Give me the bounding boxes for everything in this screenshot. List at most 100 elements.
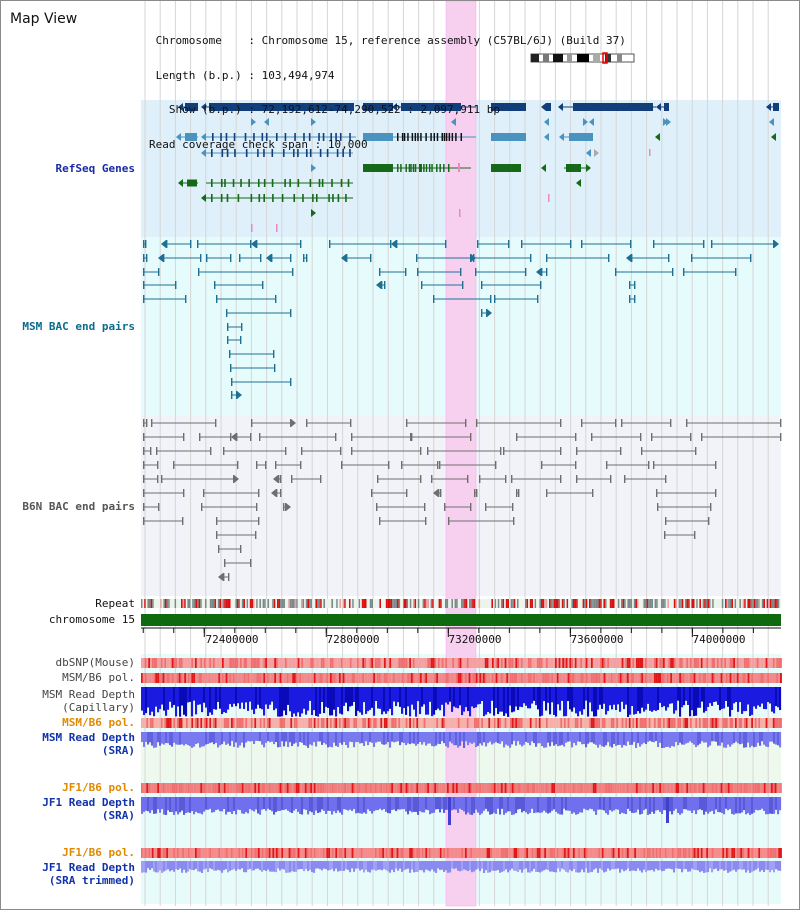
repeat-mark	[320, 599, 322, 608]
read-depth-bar	[151, 732, 154, 746]
polymorphism-mark	[580, 673, 583, 683]
polymorphism-mark	[470, 783, 473, 793]
polymorphism-mark	[349, 718, 352, 728]
repeat-mark	[672, 599, 674, 608]
polymorphism-mark	[279, 718, 282, 728]
polymorphism-mark	[605, 658, 608, 668]
polymorphism-mark	[184, 848, 187, 858]
polymorphism-mark	[162, 673, 165, 683]
polymorphism-mark	[634, 783, 637, 793]
read-depth-bar	[183, 732, 186, 746]
read-depth-bar	[499, 797, 502, 815]
read-depth-bar	[603, 797, 606, 811]
polymorphism-mark	[639, 718, 642, 728]
polymorphism-mark	[214, 718, 217, 728]
polymorphism-mark	[196, 783, 199, 793]
read-depth-bar	[513, 732, 516, 741]
read-depth-bar	[337, 797, 340, 811]
repeat-mark	[277, 599, 279, 608]
bac-end	[240, 545, 242, 553]
gene-strand-arrow	[178, 103, 183, 111]
read-depth-bar	[453, 797, 456, 810]
polymorphism-mark	[376, 658, 379, 668]
read-depth-bar	[173, 861, 176, 872]
polymorphism-mark	[272, 658, 275, 668]
polymorphism-mark	[177, 658, 179, 668]
read-depth-bar	[683, 687, 686, 706]
bac-end	[198, 268, 200, 276]
read-depth-bar	[759, 861, 762, 872]
read-depth-bar	[431, 732, 434, 747]
gene-exon	[226, 149, 229, 157]
gene-exon	[423, 164, 425, 172]
polymorphism-mark	[733, 673, 736, 683]
gene-exon	[185, 103, 198, 111]
polymorphism-mark	[254, 848, 257, 858]
read-depth-bar	[373, 797, 376, 812]
polymorphism-mark	[780, 658, 782, 668]
read-depth-bar	[319, 732, 322, 742]
polymorphism-mark	[661, 848, 664, 858]
repeat-mark	[646, 599, 649, 608]
polymorphism-mark	[245, 783, 248, 793]
polymorphism-mark	[180, 658, 183, 668]
read-depth-bar	[599, 797, 602, 810]
polymorphism-mark	[614, 848, 617, 858]
read-depth-bar	[395, 687, 398, 707]
polymorphism-mark	[360, 848, 363, 858]
polymorphism-mark	[697, 848, 700, 858]
polymorphism-mark	[187, 848, 190, 858]
read-depth-bar	[477, 797, 480, 813]
read-depth-bar	[443, 687, 446, 717]
polymorphism-mark	[414, 673, 417, 683]
bac-end	[388, 461, 390, 469]
read-depth-bar	[345, 797, 348, 810]
polymorphism-mark	[366, 783, 368, 793]
read-depth-bar	[161, 861, 164, 873]
read-depth-bar	[189, 797, 192, 813]
read-depth-bar	[157, 687, 160, 713]
polymorphism-mark	[571, 783, 574, 793]
polymorphism-mark	[250, 658, 253, 668]
read-depth-bar	[375, 797, 378, 811]
read-depth-bar	[245, 861, 248, 873]
polymorphism-mark	[483, 783, 485, 793]
repeat-mark	[264, 599, 266, 608]
polymorphism-mark	[326, 673, 329, 683]
read-depth-bar	[359, 732, 362, 744]
polymorphism-mark	[587, 718, 590, 728]
polymorphism-mark	[679, 848, 682, 858]
polymorphism-mark	[195, 848, 197, 858]
read-depth-bar	[733, 687, 736, 704]
polymorphism-mark	[211, 718, 214, 728]
polymorphism-mark	[497, 718, 500, 728]
read-depth-bar	[435, 687, 438, 711]
polymorphism-mark	[357, 783, 359, 793]
repeat-mark	[533, 599, 535, 608]
polymorphism-mark	[699, 718, 701, 728]
gene-exon	[407, 133, 409, 141]
gene-exon	[443, 164, 445, 172]
bac-end	[541, 461, 543, 469]
read-depth-bar	[757, 861, 760, 869]
polymorphism-mark	[600, 783, 602, 793]
bac-end	[303, 254, 305, 262]
read-depth-bar	[313, 687, 316, 711]
polymorphism-mark	[463, 673, 466, 683]
polymorphism-mark	[146, 783, 149, 793]
polymorphism-mark	[754, 783, 757, 793]
read-depth-bar	[747, 797, 750, 814]
read-depth-bar	[603, 732, 606, 747]
polymorphism-mark	[618, 658, 620, 668]
polymorphism-mark	[403, 848, 406, 858]
repeat-mark	[526, 599, 529, 608]
polymorphism-mark	[142, 673, 145, 683]
polymorphism-mark	[326, 783, 329, 793]
polymorphism-mark	[394, 718, 397, 728]
polymorphism-mark	[495, 673, 498, 683]
read-depth-bar	[425, 797, 428, 810]
read-depth-bar	[637, 732, 640, 744]
read-depth-bar	[761, 732, 764, 742]
polymorphism-mark	[328, 783, 331, 793]
read-depth-bar	[331, 732, 334, 748]
